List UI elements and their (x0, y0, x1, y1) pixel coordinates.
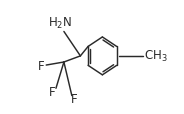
Text: CH$_3$: CH$_3$ (144, 49, 168, 64)
Text: F: F (71, 92, 78, 105)
Text: H$_2$N: H$_2$N (47, 16, 72, 31)
Text: F: F (38, 60, 45, 73)
Text: F: F (49, 85, 56, 98)
